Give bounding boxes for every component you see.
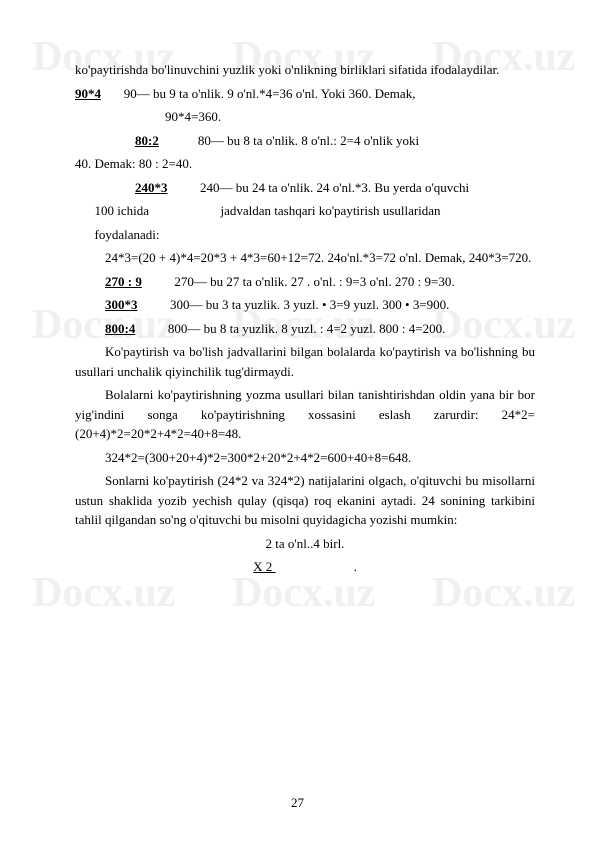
equation-label: 90*4 [75, 86, 101, 101]
paragraph: 90*4=360. [75, 107, 535, 127]
text: 270— bu 27 ta o'nlik. 27 . o'nl. : 9=3 o… [174, 274, 454, 289]
equation-label: 270 : 9 [105, 274, 142, 289]
text: 300— bu 3 ta yuzlik. 3 yuzl. • 3=9 yuzl.… [170, 297, 449, 312]
paragraph: 300*3 300— bu 3 ta yuzlik. 3 yuzl. • 3=9… [75, 295, 535, 315]
text: jadvaldan tashqari ko'paytirish usullari… [221, 203, 441, 218]
paragraph: Sonlarni ko'paytirish (24*2 va 324*2) na… [75, 471, 535, 530]
equation-label: 240*3 [135, 180, 168, 195]
equation-line: 2 ta o'nl..4 birl. [75, 534, 535, 554]
text: 240— bu 24 ta o'nlik. 24 o'nl.*3. Bu yer… [200, 180, 469, 195]
text: 80— bu 8 ta o'nlik. 8 o'nl.: 2=4 o'nlik … [198, 133, 419, 148]
text: 800— bu 8 ta yuzlik. 8 yuzl. : 4=2 yuzl.… [168, 321, 446, 336]
page-number: 27 [0, 793, 595, 813]
paragraph: 270 : 9 270— bu 27 ta o'nlik. 27 . o'nl.… [75, 272, 535, 292]
paragraph: Ko'paytirish va bo'lish jadvallarini bil… [75, 342, 535, 381]
document-body: ko'paytirishda bo'linuvchini yuzlik yoki… [75, 60, 535, 577]
equation-label: 300*3 [105, 297, 138, 312]
equation-label: 80:2 [135, 133, 159, 148]
equation-line: X 2 . [75, 557, 535, 577]
equation-label: 800:4 [105, 321, 135, 336]
paragraph: 80:2 80— bu 8 ta o'nlik. 8 o'nl.: 2=4 o'… [75, 131, 535, 151]
paragraph: 90*4 90— bu 9 ta o'nlik. 9 o'nl.*4=36 o'… [75, 84, 535, 104]
paragraph: 40. Demak: 80 : 2=40. [75, 154, 535, 174]
paragraph: foydalanadi: [75, 225, 535, 245]
paragraph: ko'paytirishda bo'linuvchini yuzlik yoki… [75, 60, 535, 80]
paragraph: 324*2=(300+20+4)*2=300*2+20*2+4*2=600+40… [75, 448, 535, 468]
text: 90— bu 9 ta o'nlik. 9 o'nl.*4=36 o'nl. Y… [124, 86, 416, 101]
text: X 2 [253, 559, 275, 574]
paragraph: 800:4 800— bu 8 ta yuzlik. 8 yuzl. : 4=2… [75, 319, 535, 339]
text: foydalanadi: [95, 227, 160, 242]
paragraph: 24*3=(20 + 4)*4=20*3 + 4*3=60+12=72. 24o… [75, 248, 535, 268]
text: 100 ichida [95, 203, 150, 218]
paragraph: 100 ichida jadvaldan tashqari ko'paytiri… [75, 201, 535, 221]
paragraph: Bolalarni ko'paytirishning yozma usullar… [75, 385, 535, 444]
paragraph: 240*3 240— bu 24 ta o'nlik. 24 o'nl.*3. … [75, 178, 535, 198]
